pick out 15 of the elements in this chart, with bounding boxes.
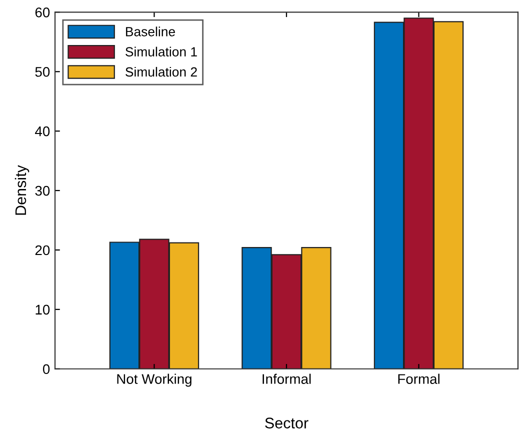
y-tick-label: 10 <box>36 304 50 315</box>
y-axis-title: Density <box>14 165 30 215</box>
x-tick-label: Not Working <box>117 374 192 387</box>
x-axis-title: Sector <box>265 418 308 428</box>
legend-label: Simulation 1 <box>126 46 197 56</box>
y-tick-label: 50 <box>35 66 50 77</box>
y-tick-label: 40 <box>35 126 50 136</box>
legend-label: Baseline <box>126 26 175 36</box>
x-tick-label: Informal <box>262 374 311 384</box>
y-tick-label: 20 <box>35 245 50 256</box>
y-tick-label: 60 <box>35 8 50 18</box>
x-tick-label: Formal <box>398 374 440 384</box>
legend-label: Simulation 2 <box>126 66 197 77</box>
y-tick-label: 0 <box>42 364 50 374</box>
y-tick-label: 30 <box>35 186 50 196</box>
